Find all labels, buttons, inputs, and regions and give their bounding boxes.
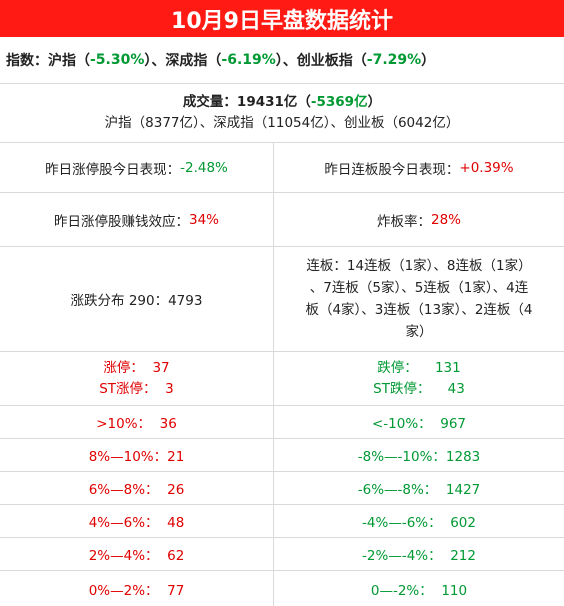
limit-down-label: 跌停： [377, 359, 418, 376]
range-up-value: 2%—4%： 62 [0, 538, 274, 570]
volume-detail: 沪指（8377亿）、深成指（11054亿）、创业板（6042亿） [104, 115, 460, 131]
rise-fall-distribution: 涨跌分布 290：4793 [0, 247, 274, 351]
st-limit-up-label: ST涨停： [99, 380, 157, 397]
range-down-value: 0—-2%： 110 [370, 582, 468, 599]
consecutive-boards: 连板：14连板（1家）、8连板（1家） 、7连板（5家）、5连板（1家）、4连 … [274, 247, 564, 351]
volume-label: 成交量：19431亿（ [182, 94, 311, 110]
volume-total: 成交量：19431亿（-5369亿） [183, 92, 381, 113]
indices-prefix: 指数：沪指（ [6, 53, 90, 69]
range-row: 2%—4%： 62 -2%—-4%： 212 [0, 538, 564, 571]
range-down-value: <-10%： 967 [371, 416, 467, 432]
limit-up: 涨停： 37 [103, 358, 169, 379]
page-title: 10月9日早盘数据统计 [0, 0, 564, 37]
st-limit-down-label: ST跌停： [373, 380, 431, 397]
break-rate: 炸板率： 28% [274, 193, 564, 246]
range-up-value: 4%—6%： 48 [0, 505, 274, 537]
volume-cell: 成交量：19431亿（-5369亿） 沪指（8377亿）、深成指（11054亿）… [0, 84, 564, 142]
range-row: 6%—8%： 26 -6%—-8%： 1427 [0, 472, 564, 505]
indices-row: 指数：沪指（ -5.30% ）、深成指（ -6.19% ）、创业板指（ -7.2… [0, 37, 564, 84]
st-limit-down: ST跌停： 43 [373, 379, 465, 400]
indices-suffix: ） [421, 53, 436, 69]
st-limit-down-value: 43 [447, 380, 465, 397]
sh-index-change: -5.30% [90, 52, 145, 68]
distribution-row: 涨跌分布 290：4793 连板：14连板（1家）、8连板（1家） 、7连板（5… [0, 247, 564, 352]
range-down-value: -4%—-6%： 602 [362, 515, 476, 531]
range-down-value: -2%—-4%： 212 [362, 548, 476, 564]
limit-up-label: 涨停： [103, 359, 144, 376]
volume-change: -5369亿 [310, 94, 368, 110]
profit-effect: 昨日涨停股赚钱效应： 34% [0, 193, 274, 246]
cyb-index-change: -7.29% [366, 52, 422, 68]
limit-up-value: 37 [152, 359, 170, 376]
range-down-value: -8%—-10%：1283 [357, 449, 481, 465]
consecutive-line: 家） [405, 324, 433, 340]
indices-text: 指数：沪指（ -5.30% ）、深成指（ -6.19% ）、创业板指（ -7.2… [0, 37, 564, 83]
limit-up-performance-value: -2.48% [180, 159, 228, 176]
range-up-value: 0%—2%： 77 [0, 571, 274, 606]
consecutive-line: 、7连板（5家）、5连板（1家）、4连 [309, 280, 529, 296]
limit-up-performance-label: 昨日涨停股今日表现： [45, 161, 181, 178]
limit-row: 涨停： 37 ST涨停： 3 跌停： 131 ST跌停： 43 [0, 352, 564, 406]
consecutive-performance-value: +0.39% [459, 159, 514, 176]
range-up-value: >10%： 36 [0, 406, 274, 438]
limit-up-cell: 涨停： 37 ST涨停： 3 [0, 352, 274, 405]
range-up-value: 8%—10%：21 [0, 439, 274, 471]
range-up-value: 6%—8%： 26 [0, 472, 274, 504]
range-row: 4%—6%： 48 -4%—-6%： 602 [0, 505, 564, 538]
sz-index-change: -6.19% [221, 52, 276, 68]
consecutive-performance: 昨日连板股今日表现： +0.39% [274, 143, 564, 192]
range-row: 0%—2%： 77 0—-2%： 110 [0, 571, 564, 606]
st-limit-up: ST涨停： 3 [99, 379, 174, 400]
range-row: >10%： 36 <-10%： 967 [0, 406, 564, 439]
profit-effect-label: 昨日涨停股赚钱效应： [53, 213, 189, 230]
consecutive-line: 板（4家）、3连板（13家）、2连板（4 [305, 302, 533, 318]
range-row: 8%—10%：21 -8%—-10%：1283 [0, 439, 564, 472]
limit-down-value: 131 [434, 359, 461, 376]
range-down-value: -6%—-8%： 1427 [357, 482, 481, 498]
st-limit-up-value: 3 [165, 380, 174, 397]
indices-sep-2: ）、创业板指（ [275, 53, 367, 69]
limit-down: 跌停： 131 [377, 358, 460, 379]
volume-close: ） [367, 94, 382, 110]
break-rate-label: 炸板率： [376, 213, 431, 230]
limit-down-cell: 跌停： 131 ST跌停： 43 [274, 352, 564, 405]
yesterday-row-1: 昨日涨停股今日表现： -2.48% 昨日连板股今日表现： +0.39% [0, 143, 564, 193]
yesterday-row-2: 昨日涨停股赚钱效应： 34% 炸板率： 28% [0, 193, 564, 247]
volume-row: 成交量：19431亿（-5369亿） 沪指（8377亿）、深成指（11054亿）… [0, 84, 564, 143]
profit-effect-value: 34% [188, 211, 219, 228]
break-rate-value: 28% [430, 211, 461, 228]
limit-up-performance: 昨日涨停股今日表现： -2.48% [0, 143, 274, 192]
consecutive-line: 连板：14连板（1家）、8连板（1家） [306, 258, 532, 274]
indices-sep-1: ）、深成指（ [144, 53, 222, 69]
consecutive-performance-label: 昨日连板股今日表现： [324, 161, 460, 178]
